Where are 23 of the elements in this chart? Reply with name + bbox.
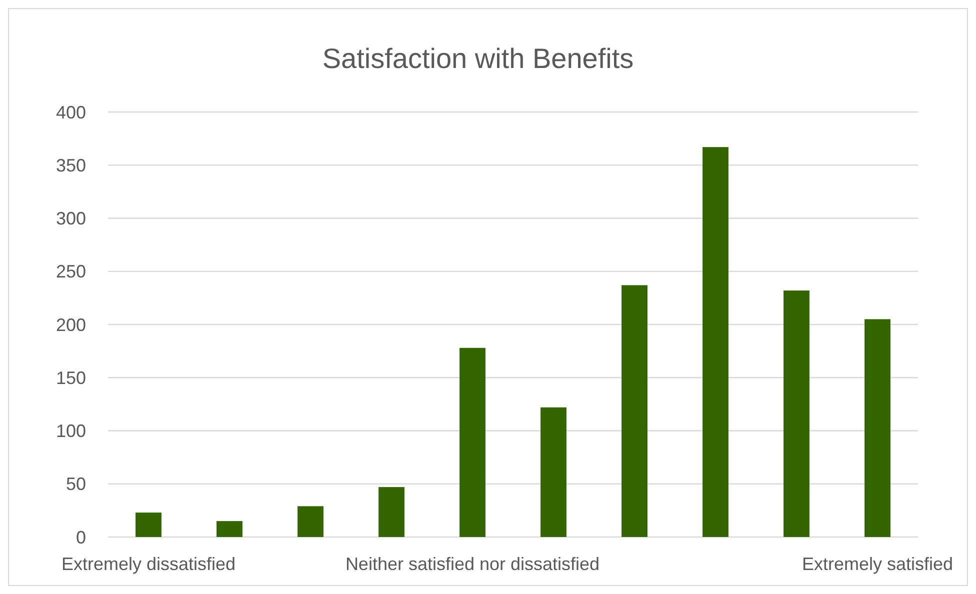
- y-tick-label: 350: [56, 155, 86, 176]
- x-tick-label: Neither satisfied nor dissatisfied: [345, 554, 600, 574]
- y-tick-label: 150: [56, 368, 86, 388]
- y-tick-label: 0: [76, 527, 86, 548]
- chart-title: Satisfaction with Benefits: [322, 43, 634, 74]
- y-tick-label: 200: [56, 314, 86, 335]
- bar: [864, 319, 890, 537]
- y-tick-label: 100: [56, 421, 86, 442]
- bar: [136, 512, 162, 537]
- bar: [622, 285, 648, 537]
- bar: [784, 290, 810, 537]
- bar: [378, 487, 404, 537]
- bar: [540, 407, 566, 537]
- y-tick-label: 400: [56, 102, 86, 122]
- y-tick-label: 300: [56, 208, 86, 229]
- bar: [702, 147, 728, 537]
- y-tick-label: 250: [56, 262, 86, 282]
- bar: [460, 348, 486, 537]
- bar: [216, 521, 242, 537]
- y-tick-label: 50: [66, 474, 86, 494]
- x-tick-label: Extremely dissatisfied: [61, 554, 236, 574]
- x-tick-label: Extremely satisfied: [802, 554, 954, 574]
- bar: [298, 506, 324, 537]
